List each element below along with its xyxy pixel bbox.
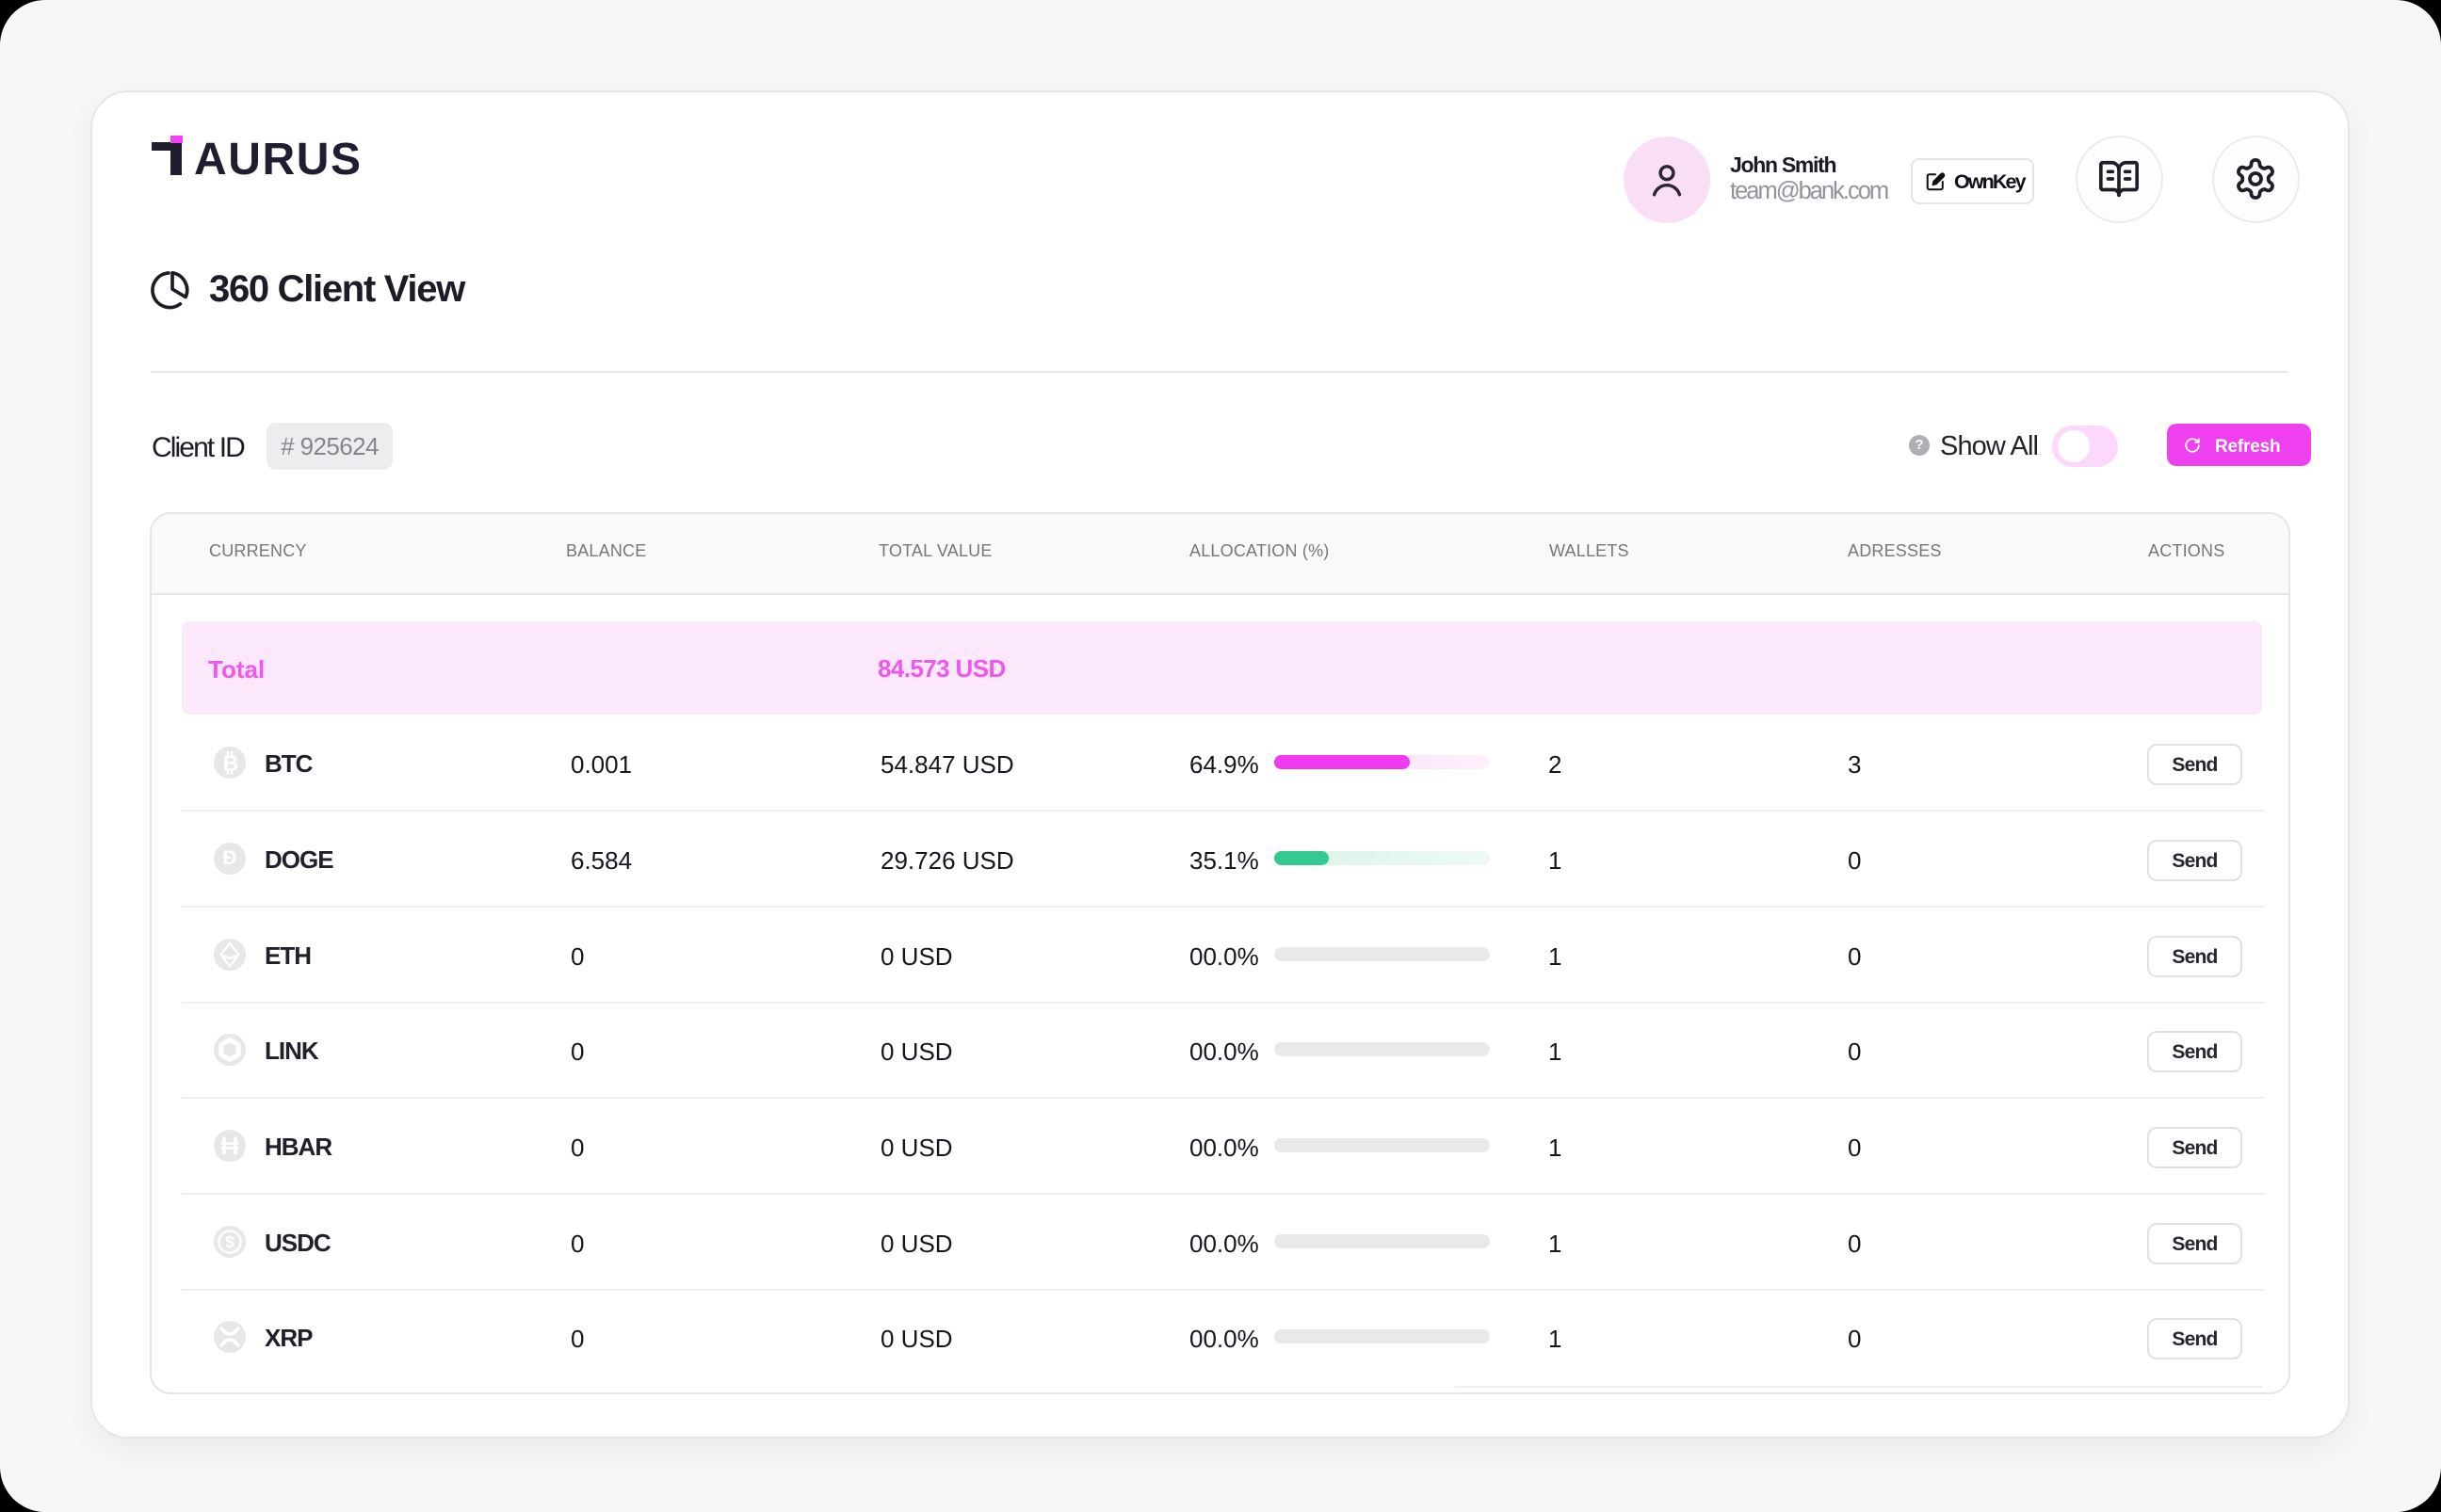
svg-text:B: B [223,750,239,775]
svg-text:$: $ [225,1232,234,1251]
